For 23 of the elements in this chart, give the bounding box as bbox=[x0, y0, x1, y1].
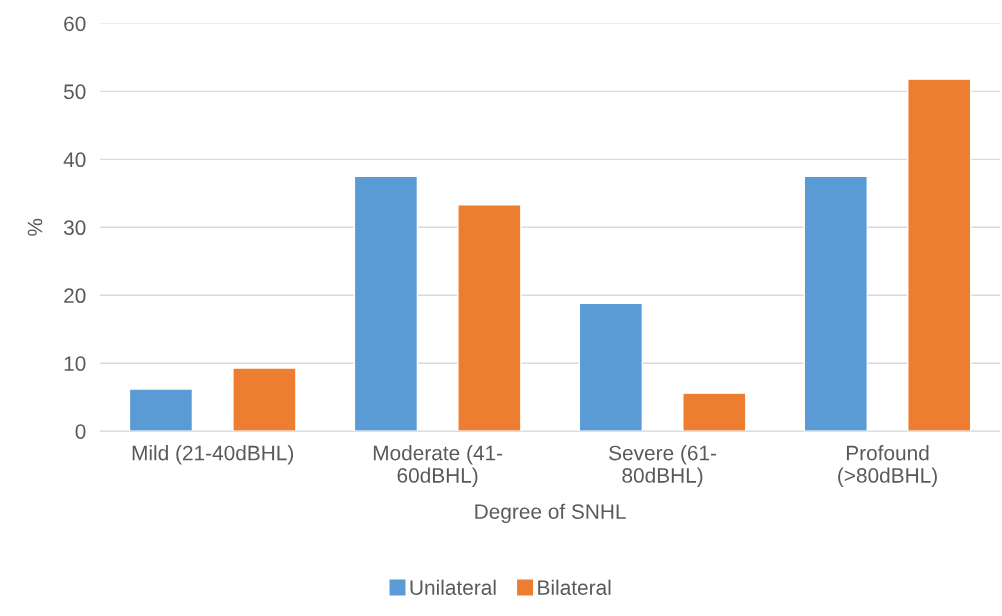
bar bbox=[682, 392, 747, 432]
y-tick-label: 60 bbox=[64, 16, 86, 32]
y-tick-label: 10 bbox=[64, 356, 86, 371]
bar bbox=[907, 78, 972, 432]
y-tick-label: 40 bbox=[63, 152, 86, 168]
x-tick-label: Profound (>80dBHL) bbox=[838, 445, 937, 487]
bar bbox=[128, 388, 194, 432]
y-tick-label: 20 bbox=[64, 288, 86, 304]
y-tick-label: 30 bbox=[63, 220, 86, 236]
bar bbox=[353, 175, 419, 432]
x-tick-label: Moderate (41- 60dBHL) bbox=[373, 445, 503, 487]
x-axis-title: Degree of SNHL bbox=[475, 503, 626, 524]
bar bbox=[803, 175, 868, 432]
legend-label: Bilateral bbox=[538, 579, 611, 595]
y-axis-title: % bbox=[27, 218, 43, 236]
bar bbox=[578, 302, 644, 432]
y-tick-label: 50 bbox=[63, 84, 86, 100]
legend-label: Unilateral bbox=[410, 579, 496, 595]
bar bbox=[232, 367, 297, 432]
x-tick-label: Mild (21-40dBHL) bbox=[132, 445, 294, 465]
x-tick-label: Severe (61- 80dBHL) bbox=[609, 445, 717, 487]
bar bbox=[457, 204, 522, 432]
y-tick-label: 0 bbox=[75, 424, 86, 439]
